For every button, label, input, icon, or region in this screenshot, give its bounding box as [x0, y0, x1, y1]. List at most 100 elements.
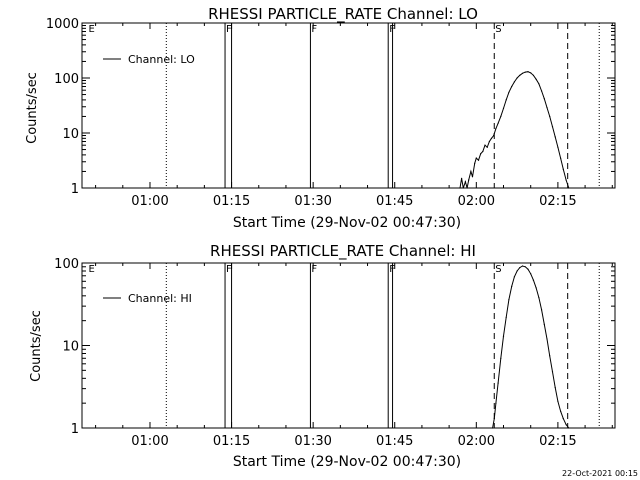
y-tick-label: 1000	[46, 17, 79, 32]
data-point	[511, 85, 513, 88]
data-point	[495, 402, 497, 404]
data-point	[527, 71, 529, 73]
data-point	[557, 146, 559, 148]
data-point	[497, 122, 499, 124]
event-marker-label: E	[88, 264, 94, 275]
data-point	[521, 265, 524, 267]
event-marker-label: S	[495, 264, 501, 275]
data-point	[508, 91, 510, 93]
x-tick-label: 01:30	[294, 434, 331, 449]
data-point	[568, 187, 570, 189]
event-marker-label: F	[226, 24, 232, 35]
data-point	[471, 176, 474, 178]
data-point	[562, 418, 564, 420]
legend-label: Channel: HI	[128, 292, 192, 305]
data-point	[482, 150, 484, 153]
series-line	[459, 71, 570, 189]
data-point	[549, 355, 551, 357]
data-point	[500, 115, 502, 117]
data-point	[511, 285, 513, 287]
data-point	[474, 162, 476, 164]
data-point	[538, 83, 540, 85]
data-point	[538, 297, 540, 299]
data-point	[459, 187, 461, 189]
data-point	[492, 427, 494, 429]
x-tick-label: 01:15	[213, 434, 250, 449]
event-marker-label: F	[311, 264, 317, 275]
data-point	[519, 74, 521, 76]
data-point	[535, 287, 537, 289]
data-point	[554, 386, 556, 389]
x-tick-label: 01:00	[131, 434, 168, 449]
data-point	[551, 126, 554, 128]
data-point	[532, 279, 535, 281]
plot-frame	[81, 22, 616, 189]
y-axis-label: Counts/sec	[25, 72, 40, 144]
data-point	[505, 99, 507, 101]
y-tick-label: 10	[62, 127, 79, 142]
data-point	[568, 427, 570, 429]
x-tick-label: 02:15	[539, 194, 576, 209]
plot-frame	[81, 262, 616, 429]
y-tick-label: 1	[71, 422, 79, 437]
data-point	[530, 72, 532, 74]
chart-title: RHESSI PARTICLE_RATE Channel: HI	[210, 242, 476, 261]
data-point	[502, 335, 505, 337]
x-tick-label: 01:00	[131, 194, 168, 209]
y-tick-label: 100	[54, 257, 79, 272]
data-point	[551, 371, 554, 373]
data-point	[541, 309, 543, 311]
y-tick-label: 100	[54, 72, 79, 87]
x-tick-label: 01:45	[376, 194, 413, 209]
x-axis-label: Start Time (29-Nov-02 00:47:30)	[233, 454, 461, 470]
data-point	[532, 74, 535, 76]
data-point	[480, 153, 482, 155]
data-point	[527, 268, 529, 270]
chart-panel-lo: RHESSI PARTICLE_RATE Channel: LO Start T…	[25, 5, 616, 231]
y-tick-label: 10	[62, 340, 79, 355]
data-point	[466, 187, 468, 189]
x-tick-label: 01:15	[213, 194, 250, 209]
data-point	[486, 146, 488, 148]
chart-panel-hi: RHESSI PARTICLE_RATE Channel: HI Start T…	[29, 242, 616, 470]
chart-title: RHESSI PARTICLE_RATE Channel: LO	[208, 5, 478, 24]
data-point	[493, 134, 495, 137]
data-point	[524, 266, 526, 268]
data-point	[493, 418, 495, 420]
x-tick-label: 02:15	[539, 434, 576, 449]
data-point	[516, 270, 518, 272]
data-point	[470, 170, 472, 172]
y-tick-label: 1	[71, 182, 79, 197]
data-point	[519, 267, 521, 269]
x-tick-label: 02:00	[458, 434, 495, 449]
data-point	[554, 136, 556, 138]
data-point	[565, 179, 567, 181]
series-line	[492, 265, 570, 429]
event-marker-label: S	[495, 24, 501, 35]
data-point	[477, 159, 480, 161]
data-point	[546, 107, 548, 109]
footer-timestamp: 22-Oct-2021 00:15	[562, 469, 638, 478]
data-point	[524, 71, 526, 73]
x-tick-label: 01:30	[294, 194, 331, 209]
data-point	[464, 181, 466, 183]
x-tick-label: 02:00	[458, 194, 495, 209]
data-point	[497, 382, 499, 384]
data-point	[546, 338, 548, 340]
data-point	[543, 323, 545, 325]
data-point	[500, 357, 502, 359]
legend-label: Channel: LO	[128, 53, 195, 66]
data-point	[543, 98, 545, 100]
data-point	[484, 144, 486, 146]
data-point	[516, 77, 518, 79]
data-point	[565, 424, 567, 426]
data-point	[530, 273, 532, 275]
event-marker-label: F	[226, 264, 232, 275]
y-axis-label: Counts/sec	[29, 310, 44, 382]
data-point	[560, 410, 562, 412]
data-point	[488, 140, 490, 143]
data-point	[557, 400, 559, 402]
data-point	[462, 187, 464, 189]
x-tick-label: 01:45	[376, 434, 413, 449]
